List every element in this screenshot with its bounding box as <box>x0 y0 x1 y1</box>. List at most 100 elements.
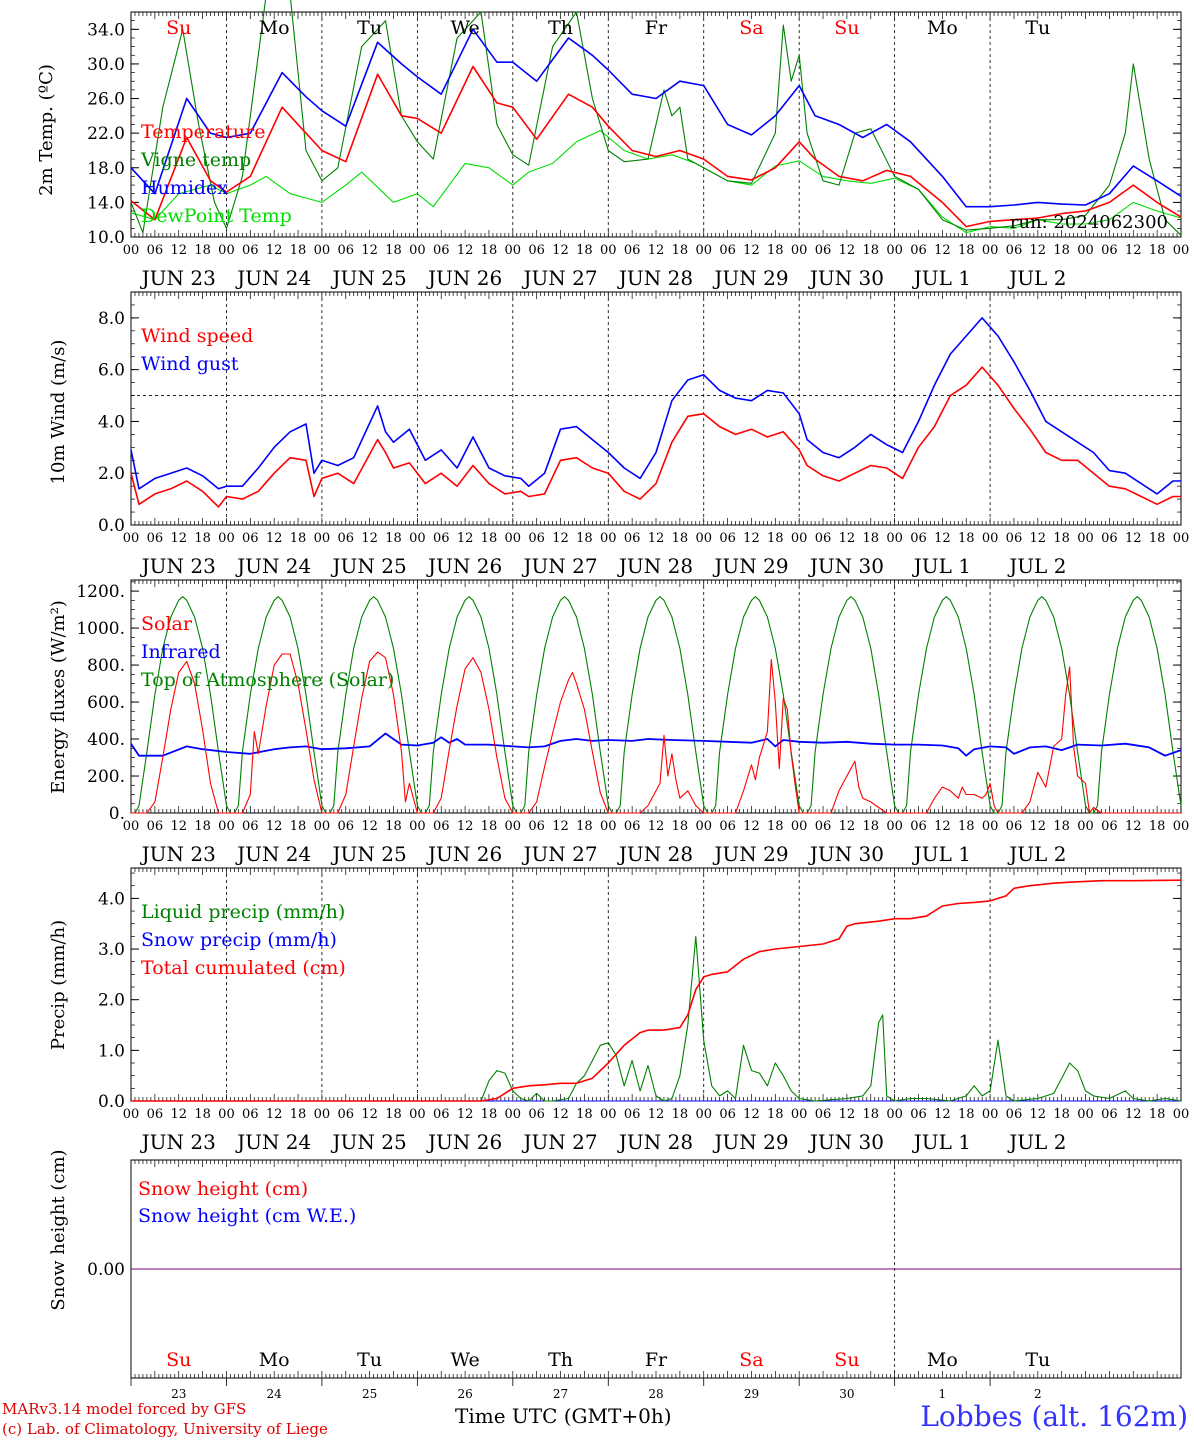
y-tick-label: 4.0 <box>98 889 125 909</box>
date-label: JUN 30 <box>808 1130 884 1154</box>
series-line-top-of-atmosphere-solar- <box>131 596 1182 814</box>
date-label: JUN 23 <box>140 842 216 866</box>
hour-tick-label: 18 <box>767 243 784 258</box>
hour-tick-label: 06 <box>1006 1107 1023 1122</box>
hour-tick-label: 06 <box>147 819 164 834</box>
hour-tick-label: 12 <box>361 1107 378 1122</box>
series-line-temperature <box>130 65 1182 228</box>
hour-tick-label: 18 <box>481 1107 498 1122</box>
y-tick-label: 0. <box>109 804 125 824</box>
date-label: JUN 30 <box>808 266 884 290</box>
weekday-label: Mo <box>259 17 290 39</box>
hour-tick-label: 00 <box>1077 531 1094 546</box>
weekday-label: Sa <box>739 1349 763 1371</box>
hour-tick-label: 00 <box>886 243 903 258</box>
series-line-liquid-precip-mm-h- <box>131 935 1182 1102</box>
legend-entry: Wind gust <box>141 353 239 375</box>
hour-tick-label: 12 <box>266 1107 283 1122</box>
hour-tick-label: 12 <box>170 1107 187 1122</box>
hour-tick-label: 12 <box>361 819 378 834</box>
hour-tick-label: 00 <box>695 819 712 834</box>
hour-tick-label: 00 <box>505 531 522 546</box>
hour-tick-label: 12 <box>1125 531 1142 546</box>
date-label: JUN 23 <box>140 266 216 290</box>
hour-tick-label: 12 <box>839 243 856 258</box>
date-label: JUN 26 <box>426 1130 502 1154</box>
hour-tick-label: 12 <box>1125 243 1142 258</box>
day-number-label: 28 <box>648 1387 663 1401</box>
y-tick-label: 800. <box>87 656 125 676</box>
hour-tick-label: 18 <box>1149 531 1166 546</box>
date-label: JUN 26 <box>426 266 502 290</box>
series-line-wind-gust <box>130 317 1181 495</box>
date-label: JUN 28 <box>617 1130 693 1154</box>
hour-tick-label: 00 <box>695 243 712 258</box>
y-tick-label: 8.0 <box>98 309 125 329</box>
hour-tick-label: 06 <box>815 819 832 834</box>
day-number-label: 2 <box>1034 1387 1042 1401</box>
date-label: JUN 24 <box>235 266 311 290</box>
y-tick-label: 3.0 <box>98 940 125 960</box>
series-line-total-cumulated-cm- <box>131 879 1182 1102</box>
hour-tick-label: 18 <box>958 1107 975 1122</box>
hour-tick-label: 12 <box>552 819 569 834</box>
date-label: JUN 26 <box>426 554 502 578</box>
date-label: JUN 30 <box>808 842 884 866</box>
hour-tick-label: 18 <box>481 531 498 546</box>
hour-tick-label: 12 <box>1125 1107 1142 1122</box>
hour-tick-label: 12 <box>552 243 569 258</box>
hour-tick-label: 18 <box>1053 819 1070 834</box>
weekday-label: Su <box>166 1349 191 1371</box>
date-label: JUN 23 <box>140 554 216 578</box>
weekday-label: Tu <box>357 1349 382 1371</box>
hour-tick-label: 06 <box>1101 819 1118 834</box>
hour-tick-label: 12 <box>839 531 856 546</box>
day-number-label: 23 <box>171 1387 186 1401</box>
hour-tick-label: 18 <box>672 531 689 546</box>
series-line-solar <box>131 651 1181 814</box>
y-tick-label: 1200. <box>76 582 125 602</box>
hour-tick-label: 06 <box>719 1107 736 1122</box>
weekday-label: Mo <box>259 1349 290 1371</box>
hour-tick-label: 12 <box>552 1107 569 1122</box>
hour-tick-label: 18 <box>385 1107 402 1122</box>
legend-entry: Top of Atmosphere (Solar) <box>141 669 394 691</box>
date-label: JUN 28 <box>617 842 693 866</box>
hour-tick-label: 12 <box>552 531 569 546</box>
hour-tick-label: 18 <box>672 819 689 834</box>
hour-tick-label: 00 <box>695 1107 712 1122</box>
hour-tick-label: 18 <box>576 531 593 546</box>
hour-tick-label: 12 <box>266 243 283 258</box>
day-number-label: 24 <box>267 1387 283 1401</box>
date-label: JUN 27 <box>521 554 597 578</box>
hour-tick-label: 12 <box>457 531 474 546</box>
hour-tick-label: 18 <box>481 243 498 258</box>
hour-tick-label: 00 <box>886 819 903 834</box>
date-label: JUN 24 <box>235 842 311 866</box>
y-tick-label: 18.0 <box>87 159 125 179</box>
hour-tick-label: 12 <box>648 819 665 834</box>
hour-tick-label: 06 <box>624 1107 641 1122</box>
hour-tick-label: 06 <box>147 531 164 546</box>
weekday-label: We <box>450 1349 479 1371</box>
hour-tick-label: 06 <box>242 819 259 834</box>
date-label: JUN 24 <box>235 554 311 578</box>
y-tick-label: 600. <box>87 693 125 713</box>
hour-tick-label: 06 <box>433 243 450 258</box>
hour-tick-label: 00 <box>218 1107 235 1122</box>
hour-tick-label: 18 <box>194 819 211 834</box>
hour-tick-label: 06 <box>433 1107 450 1122</box>
hour-tick-label: 00 <box>1173 1107 1190 1122</box>
day-number-label: 29 <box>744 1387 759 1401</box>
hour-tick-label: 12 <box>170 243 187 258</box>
weekday-label: We <box>450 17 479 39</box>
hour-tick-label: 12 <box>743 1107 760 1122</box>
hour-tick-label: 12 <box>457 1107 474 1122</box>
hour-tick-label: 06 <box>1006 819 1023 834</box>
hour-tick-label: 06 <box>910 1107 927 1122</box>
x-axis-title: Time UTC (GMT+0h) <box>455 1404 672 1428</box>
hour-tick-label: 00 <box>791 243 808 258</box>
y-tick-label: 2.0 <box>98 991 125 1011</box>
hour-tick-label: 12 <box>743 531 760 546</box>
date-label: JUN 23 <box>140 1130 216 1154</box>
